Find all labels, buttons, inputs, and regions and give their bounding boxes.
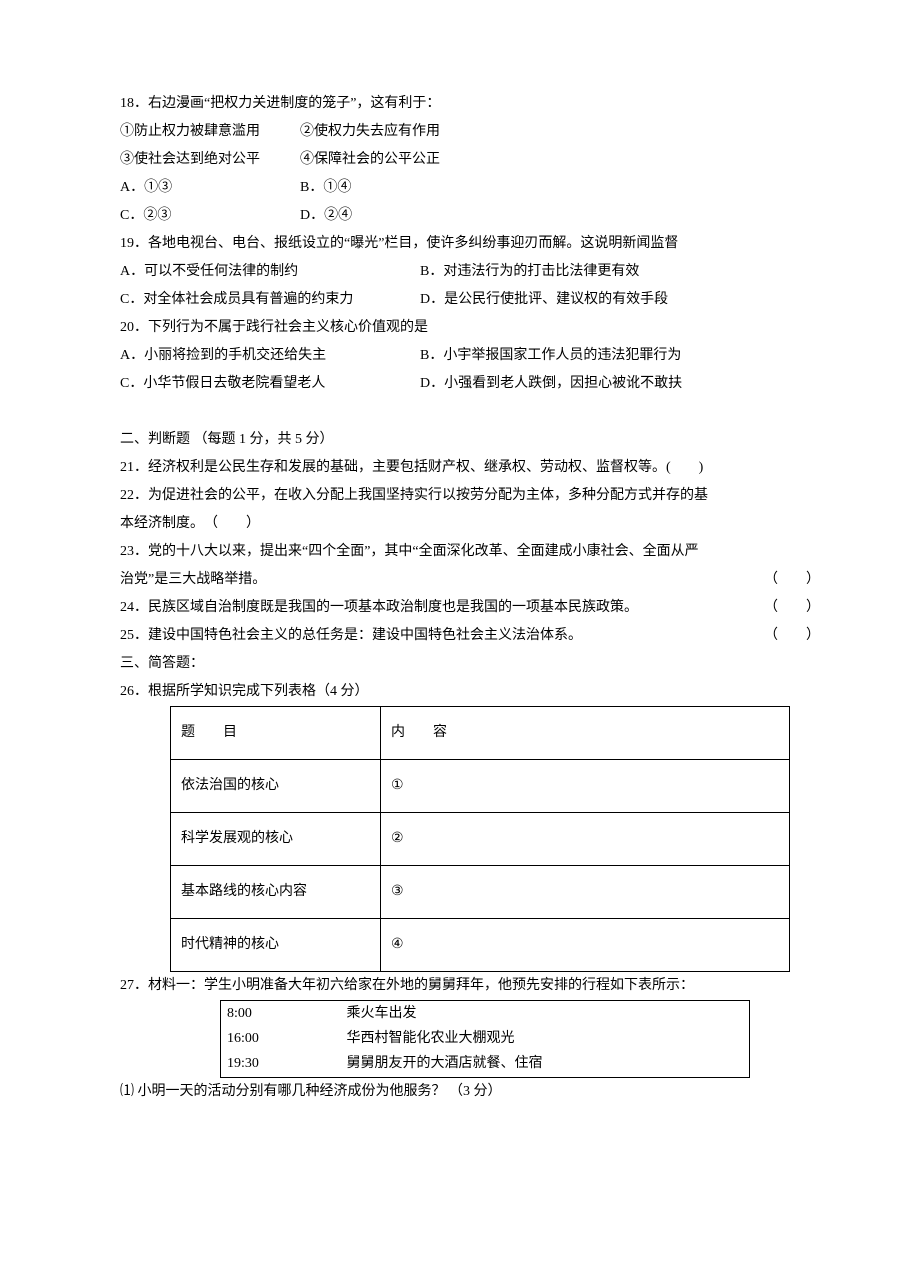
q20-choice-b: B．小宇举报国家工作人员的违法犯罪行为 [420, 342, 820, 370]
q27-schedule-table: 8:00 乘火车出发 16:00 华西村智能化农业大棚观光 19:30 舅舅朋友… [220, 1000, 750, 1078]
table-row: 科学发展观的核心 ② [171, 813, 790, 866]
t1-r4c1: 时代精神的核心 [171, 919, 381, 972]
t2-r1c1: 8:00 [221, 1001, 341, 1027]
q18-opt2: ②使权力失去应有作用 [300, 118, 440, 146]
q27-stem: 27．材料一：学生小明准备大年初六给家在外地的舅舅拜年，他预先安排的行程如下表所… [120, 972, 820, 1000]
q23-line2-left: 治党”是三大战略举措。 [120, 566, 266, 594]
table-row: 8:00 乘火车出发 [221, 1001, 750, 1027]
q18-opt4: ④保障社会的公平公正 [300, 146, 440, 174]
t1-header-1: 题 目 [171, 707, 381, 760]
q24-bracket: （ ） [764, 594, 820, 622]
table-row: 题 目 内 容 [171, 707, 790, 760]
q20-choice-c: C．小华节假日去敬老院看望老人 [120, 370, 420, 398]
q19-choice-c: C．对全体社会成员具有普遍的约束力 [120, 286, 420, 314]
t1-r2c1: 科学发展观的核心 [171, 813, 381, 866]
q21: 21．经济权利是公民生存和发展的基础，主要包括财产权、继承权、劳动权、监督权等。… [120, 454, 820, 482]
q22-line1: 22．为促进社会的公平，在收入分配上我国坚持实行以按劳分配为主体，多种分配方式并… [120, 482, 820, 510]
q18-choice-d: D．②④ [300, 202, 352, 230]
q18-opt1: ①防止权力被肆意滥用 [120, 118, 300, 146]
q20-choice-d: D．小强看到老人跌倒，因担心被讹不敢扶 [420, 370, 820, 398]
q18-choice-a: A．①③ [120, 174, 300, 202]
q18-choice-b: B．①④ [300, 174, 351, 202]
q22-line2: 本经济制度。 （ ） [120, 510, 820, 538]
q26-stem: 26．根据所学知识完成下列表格（4 分） [120, 678, 820, 706]
q18-choice-c: C．②③ [120, 202, 300, 230]
q25-left: 25．建设中国特色社会主义的总任务是：建设中国特色社会主义法治体系。 [120, 622, 582, 650]
q26-table: 题 目 内 容 依法治国的核心 ① 科学发展观的核心 ② 基本路线的核心内容 ③… [170, 706, 790, 972]
t1-r1c2: ① [381, 760, 790, 813]
q19-stem: 19．各地电视台、电台、报纸设立的“曝光”栏目，使许多纠纷事迎刃而解。这说明新闻… [120, 230, 820, 258]
t2-r3c1: 19:30 [221, 1051, 341, 1077]
t1-r3c1: 基本路线的核心内容 [171, 866, 381, 919]
q27-sub1: ⑴ 小明一天的活动分别有哪几种经济成份为他服务？ （3 分） [120, 1078, 820, 1106]
t1-r1c1: 依法治国的核心 [171, 760, 381, 813]
q19-choice-a: A．可以不受任何法律的制约 [120, 258, 420, 286]
q24-left: 24．民族区域自治制度既是我国的一项基本政治制度也是我国的一项基本民族政策。 [120, 594, 638, 622]
q25-bracket: （ ） [764, 622, 820, 650]
q18-stem: 18．右边漫画“把权力关进制度的笼子”，这有利于： [120, 90, 820, 118]
q20-stem: 20．下列行为不属于践行社会主义核心价值观的是 [120, 314, 820, 342]
t1-r3c2: ③ [381, 866, 790, 919]
t2-r2c2: 华西村智能化农业大棚观光 [341, 1026, 750, 1051]
q20-choice-a: A．小丽将捡到的手机交还给失主 [120, 342, 420, 370]
t2-r1c2: 乘火车出发 [341, 1001, 750, 1027]
table-row: 16:00 华西村智能化农业大棚观光 [221, 1026, 750, 1051]
t1-header-2: 内 容 [381, 707, 790, 760]
q19-choice-d: D．是公民行使批评、建议权的有效手段 [420, 286, 820, 314]
t1-r4c2: ④ [381, 919, 790, 972]
section2-title: 二、判断题 （每题 1 分，共 5 分） [120, 426, 820, 454]
q19-choice-b: B．对违法行为的打击比法律更有效 [420, 258, 820, 286]
table-row: 基本路线的核心内容 ③ [171, 866, 790, 919]
table-row: 时代精神的核心 ④ [171, 919, 790, 972]
section3-title: 三、简答题： [120, 650, 820, 678]
q18-opt3: ③使社会达到绝对公平 [120, 146, 300, 174]
q23-line1: 23．党的十八大以来，提出来“四个全面”，其中“全面深化改革、全面建成小康社会、… [120, 538, 820, 566]
q23-bracket: （ ） [764, 566, 820, 594]
t2-r3c2: 舅舅朋友开的大酒店就餐、住宿 [341, 1051, 750, 1077]
t2-r2c1: 16:00 [221, 1026, 341, 1051]
t1-r2c2: ② [381, 813, 790, 866]
table-row: 依法治国的核心 ① [171, 760, 790, 813]
table-row: 19:30 舅舅朋友开的大酒店就餐、住宿 [221, 1051, 750, 1077]
